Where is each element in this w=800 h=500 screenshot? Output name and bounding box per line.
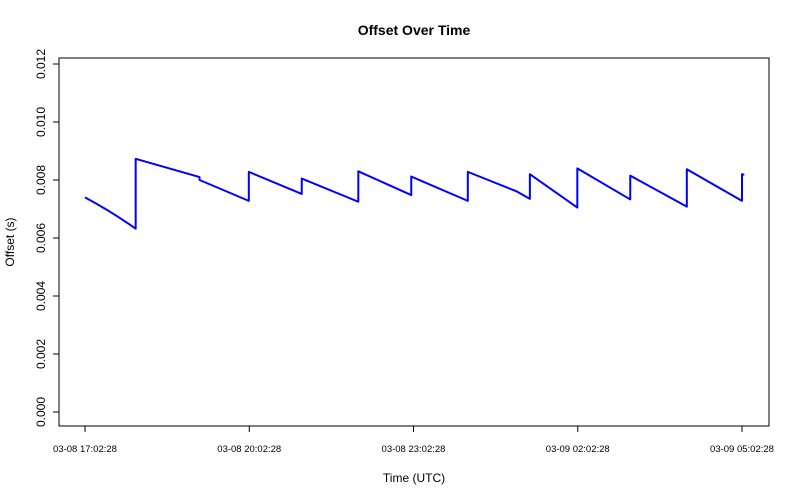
x-tick-label: 03-08 23:02:28 bbox=[382, 444, 446, 455]
x-tick-label: 03-08 17:02:28 bbox=[53, 444, 117, 455]
y-tick-label: 0.012 bbox=[34, 49, 48, 79]
y-tick-label: 0.002 bbox=[34, 339, 48, 369]
y-tick-label: 0.004 bbox=[34, 281, 48, 311]
x-axis-label: Time (UTC) bbox=[383, 471, 445, 485]
x-axis: 03-08 17:02:28 03-08 20:02:28 03-08 23:02:… bbox=[53, 426, 774, 455]
y-tick-label: 0.000 bbox=[34, 397, 48, 427]
x-tick-label: 03-08 20:02:28 bbox=[217, 444, 281, 455]
x-tick-label: 03-09 05:02:28 bbox=[710, 444, 774, 455]
y-tick-label: 0.008 bbox=[34, 165, 48, 195]
y-tick-label: 0.010 bbox=[34, 107, 48, 137]
y-axis: 0.000 0.002 0.004 0.006 0.008 0.010 0.012 bbox=[34, 49, 59, 427]
plot-frame bbox=[58, 57, 770, 427]
series-layer bbox=[84, 157, 745, 230]
y-axis-label: Offset (s) bbox=[3, 217, 17, 266]
series-line bbox=[84, 157, 745, 230]
x-tick-label: 03-09 02:02:28 bbox=[546, 444, 610, 455]
y-tick-label: 0.006 bbox=[34, 223, 48, 253]
chart-title: Offset Over Time bbox=[358, 22, 471, 38]
